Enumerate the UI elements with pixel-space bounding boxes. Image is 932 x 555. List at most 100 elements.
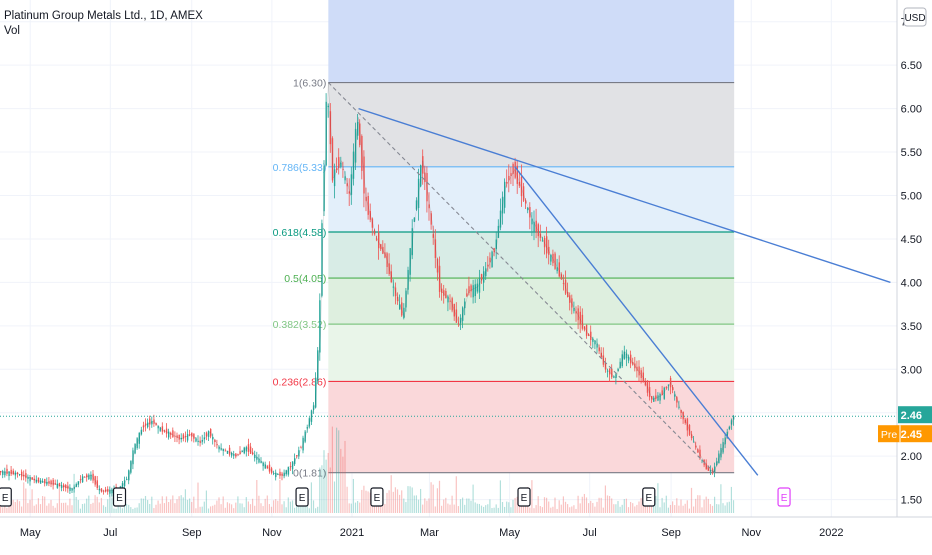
volume-bar bbox=[16, 499, 18, 513]
instrument-title[interactable]: Platinum Group Metals Ltd., 1D, AMEX bbox=[4, 10, 203, 22]
candle-body bbox=[63, 484, 65, 488]
volume-indicator-label[interactable]: Vol bbox=[4, 25, 20, 37]
candle-body bbox=[709, 470, 712, 472]
candle-body bbox=[495, 239, 497, 250]
volume-bar bbox=[174, 503, 176, 513]
candle-body bbox=[8, 471, 10, 477]
candle-body bbox=[623, 351, 626, 360]
volume-bar bbox=[621, 504, 623, 513]
candle-body bbox=[567, 292, 569, 297]
earnings-event-marker[interactable]: E bbox=[112, 487, 127, 507]
earnings-event-marker[interactable]: E bbox=[777, 487, 791, 507]
volume-bar bbox=[233, 508, 235, 513]
volume-bar bbox=[35, 504, 37, 513]
volume-bar bbox=[52, 505, 54, 513]
price-axis-tick-label: 5.00 bbox=[901, 191, 922, 203]
candle-body bbox=[348, 191, 350, 194]
candle-body bbox=[260, 461, 262, 464]
volume-bar bbox=[567, 504, 569, 513]
volume-bar bbox=[424, 498, 426, 513]
volume-bar bbox=[648, 506, 651, 513]
candle-body bbox=[37, 477, 40, 483]
candle-body bbox=[174, 435, 176, 437]
volume-bar bbox=[485, 505, 487, 513]
volume-bar bbox=[336, 427, 338, 513]
fib-level-label: 0.618(4.58) bbox=[273, 227, 327, 239]
candle-body bbox=[291, 461, 294, 470]
volume-bar bbox=[130, 507, 132, 513]
earnings-event-marker[interactable]: E bbox=[295, 487, 309, 507]
volume-bar bbox=[285, 507, 287, 513]
candle-body bbox=[504, 181, 506, 208]
currency-button[interactable] bbox=[903, 7, 927, 27]
candle-body bbox=[688, 424, 691, 435]
volume-bar bbox=[617, 501, 619, 513]
volume-bar bbox=[711, 505, 714, 513]
candle-body bbox=[474, 284, 476, 297]
fib-zone bbox=[328, 381, 735, 473]
trend-line[interactable] bbox=[358, 107, 891, 284]
volume-bar bbox=[260, 503, 262, 513]
volume-bar bbox=[577, 495, 579, 513]
candle-body bbox=[241, 450, 243, 452]
volume-bar bbox=[613, 504, 615, 513]
volume-bar bbox=[239, 503, 241, 513]
volume-bar bbox=[12, 499, 14, 513]
candle-body bbox=[46, 481, 48, 485]
earnings-event-marker[interactable]: E bbox=[370, 487, 384, 507]
volume-bar bbox=[663, 502, 665, 513]
volume-bar bbox=[604, 485, 606, 513]
candle-body bbox=[585, 324, 588, 336]
candle-body bbox=[86, 474, 88, 478]
candle-body bbox=[12, 470, 14, 475]
fib-zone bbox=[328, 166, 735, 232]
volume-bar bbox=[638, 501, 640, 513]
candle-body bbox=[289, 466, 292, 467]
earnings-event-label: E bbox=[645, 493, 652, 504]
trend-line[interactable] bbox=[327, 82, 715, 474]
volume-bar bbox=[266, 495, 268, 513]
candle-body bbox=[268, 464, 271, 472]
candle-body bbox=[90, 474, 92, 480]
candle-body bbox=[514, 161, 516, 178]
candle-body bbox=[638, 366, 640, 376]
volume-bar bbox=[403, 498, 405, 513]
candle-body bbox=[407, 269, 409, 290]
volume-bar bbox=[56, 503, 58, 513]
volume-bar bbox=[344, 440, 346, 513]
earnings-event-label: E bbox=[299, 493, 306, 504]
volume-bar bbox=[682, 505, 684, 513]
volume-bar bbox=[256, 479, 258, 513]
volume-bar bbox=[197, 482, 199, 513]
candle-body bbox=[317, 350, 319, 381]
volume-bar bbox=[300, 502, 302, 513]
candle-body bbox=[94, 476, 96, 485]
time-axis-tick-label: Sep bbox=[182, 527, 202, 539]
volume-bar bbox=[65, 502, 67, 513]
volume-bar bbox=[623, 499, 625, 513]
candle-body bbox=[392, 286, 395, 288]
volume-bar bbox=[533, 508, 535, 513]
volume-bar bbox=[552, 506, 554, 513]
volume-bar bbox=[119, 506, 121, 513]
candle-body bbox=[333, 169, 336, 187]
candle-body bbox=[646, 380, 649, 393]
earnings-event-marker[interactable]: E bbox=[642, 487, 656, 507]
earnings-event-marker[interactable]: E bbox=[517, 487, 531, 507]
volume-bar bbox=[432, 484, 434, 513]
candle-body bbox=[575, 311, 577, 314]
candle-body bbox=[453, 304, 455, 317]
candle-body bbox=[667, 384, 670, 386]
trend-line[interactable] bbox=[514, 166, 759, 476]
candle-body bbox=[321, 223, 323, 296]
candle-body bbox=[58, 483, 61, 487]
volume-bar bbox=[243, 507, 245, 513]
candle-body bbox=[102, 490, 105, 492]
candle-body bbox=[212, 437, 214, 440]
candle-body bbox=[285, 470, 287, 475]
earnings-event-marker[interactable]: E bbox=[0, 487, 12, 507]
volume-bar bbox=[483, 506, 485, 513]
volume-bar bbox=[459, 499, 462, 513]
